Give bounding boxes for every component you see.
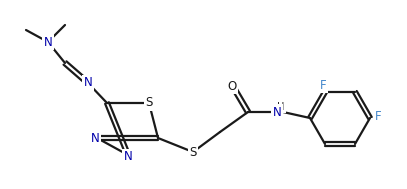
Text: S: S: [189, 146, 197, 159]
Text: S: S: [145, 97, 153, 109]
Text: O: O: [228, 80, 236, 92]
Text: N: N: [44, 36, 53, 49]
Text: N: N: [83, 77, 92, 90]
Text: F: F: [375, 109, 381, 122]
Text: N: N: [273, 105, 281, 119]
Text: H: H: [277, 102, 284, 112]
Text: N: N: [91, 132, 99, 145]
Text: N: N: [124, 150, 132, 163]
Text: F: F: [319, 78, 326, 91]
